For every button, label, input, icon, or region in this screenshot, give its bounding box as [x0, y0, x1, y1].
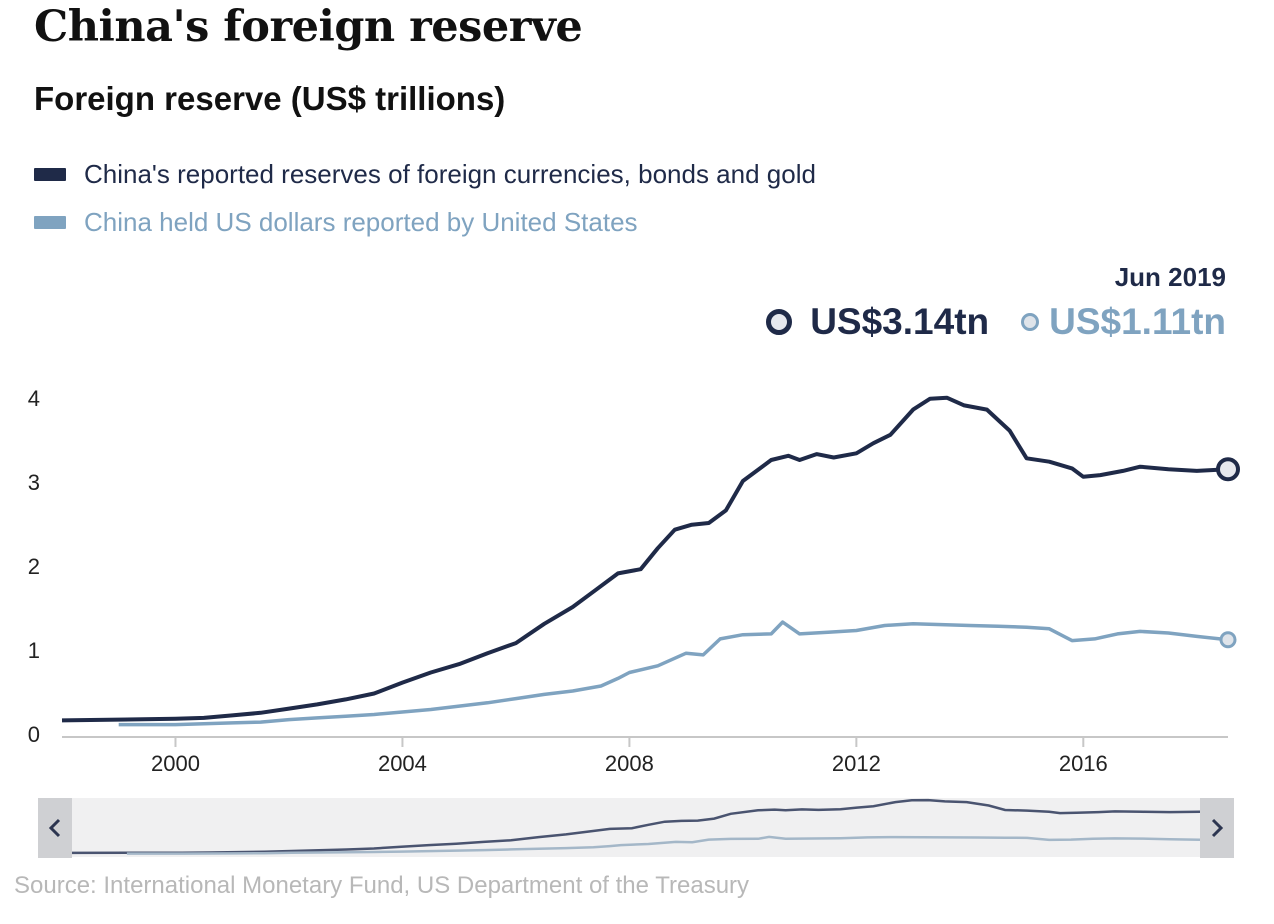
series-line-reserves	[61, 395, 1229, 723]
navigator-line-reserves	[71, 798, 1201, 855]
x-tick-label: 2000	[151, 751, 200, 776]
chart-subtitle: Foreign reserve (US$ trillions)	[34, 80, 506, 117]
y-tick-label: 1	[28, 638, 40, 663]
chevron-right-icon	[1211, 818, 1224, 838]
line-chart[interactable]: 0 1 2 3 4 2000 2004 2008 2012 2016	[0, 360, 1274, 865]
source-note: Source: International Monetary Fund, US …	[14, 872, 750, 899]
x-tick-label: 2016	[1059, 751, 1108, 776]
chart-legend: China's reported reserves of foreign cur…	[34, 150, 816, 246]
y-tick-label: 2	[28, 554, 40, 579]
latest-us-dollars-value: US$1.11tn	[1049, 301, 1226, 342]
y-tick-label: 4	[28, 386, 40, 411]
navigator-right-button[interactable]	[1200, 798, 1234, 858]
legend-swatch-us-dollars	[34, 215, 66, 229]
y-tick-label: 3	[28, 470, 40, 495]
series-end-marker-reserves	[1216, 457, 1240, 482]
reserves-marker-icon	[766, 309, 793, 335]
x-tick-label: 2008	[605, 751, 654, 776]
legend-label-reserves: China's reported reserves of foreign cur…	[84, 158, 816, 189]
legend-item-us-dollars[interactable]: China held US dollars reported by United…	[34, 198, 816, 246]
series-end-marker-us-dollars	[1219, 631, 1237, 649]
x-tick-label: 2012	[832, 751, 881, 776]
x-tick-label: 2004	[378, 751, 427, 776]
navigator-left-button[interactable]	[38, 798, 72, 858]
navigator-line-us-dollars	[126, 835, 1201, 855]
legend-swatch-reserves	[34, 167, 66, 181]
y-tick-label: 0	[28, 722, 40, 747]
legend-label-us-dollars: China held US dollars reported by United…	[84, 206, 638, 237]
series-line-us-dollars	[118, 620, 1229, 727]
latest-reserves-value: US$3.14tn	[810, 301, 990, 342]
us-dollars-marker-icon	[1021, 313, 1040, 331]
latest-value-readout: Jun 2019 US$3.14tn US$1.11tn	[766, 262, 1226, 343]
chevron-left-icon	[48, 818, 61, 838]
page-title: China's foreign reserve	[34, 2, 583, 52]
legend-item-reserves[interactable]: China's reported reserves of foreign cur…	[34, 150, 816, 198]
latest-date: Jun 2019	[1114, 262, 1226, 292]
